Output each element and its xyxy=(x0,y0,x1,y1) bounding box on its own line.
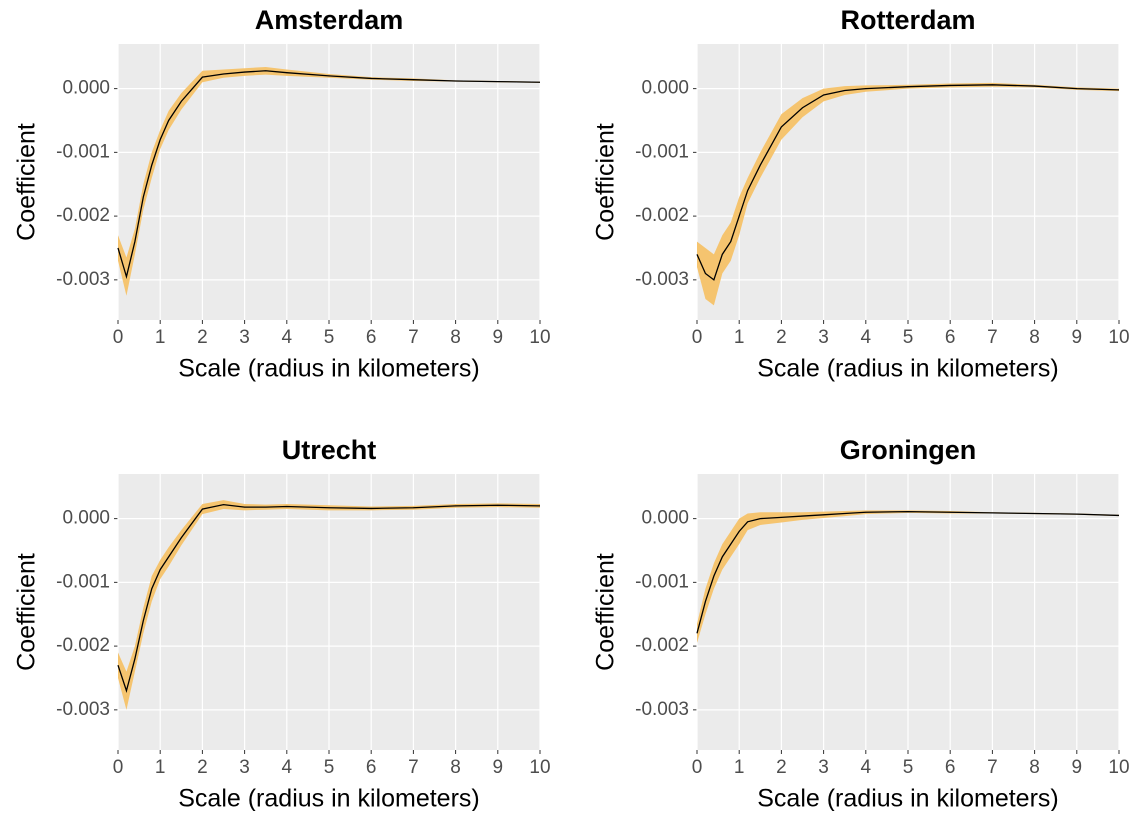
panel: Groningen 0.000 -0.001 -0.002 -0.003 0 1 2 3 4 5 6 7… xyxy=(592,435,1130,812)
y-tick-label: 0.000 xyxy=(62,78,110,99)
x-tick-label: 0 xyxy=(113,757,124,778)
line xyxy=(117,503,541,693)
x-tick-label: 6 xyxy=(366,757,377,778)
line xyxy=(696,84,1120,281)
x-tick-label: 9 xyxy=(1072,757,1083,778)
y-tick-label: -0.002 xyxy=(635,205,689,226)
panel: Amsterdam 0.000 -0.001 -0.002 -0.003 0 1 2 3 4 5 6 7… xyxy=(13,5,551,382)
x-tick-label: 10 xyxy=(529,757,550,778)
x-tick-label: 8 xyxy=(450,757,461,778)
x-tick-label: 5 xyxy=(324,327,335,348)
y-tick-label: -0.002 xyxy=(635,635,689,656)
x-tick-label: 3 xyxy=(239,757,250,778)
confidence-band xyxy=(697,510,1119,643)
x-tick-label: 10 xyxy=(529,327,550,348)
x-tick-label: 7 xyxy=(408,327,419,348)
x-axis-title: Scale (radius in kilometers) xyxy=(757,355,1059,383)
y-tick-label: -0.003 xyxy=(635,699,689,720)
x-tick-label: 10 xyxy=(1108,327,1129,348)
y-tick-label: -0.001 xyxy=(56,571,110,592)
x-tick-label: 7 xyxy=(987,757,998,778)
x-axis-title: Scale (radius in kilometers) xyxy=(757,785,1059,811)
x-tick-label: 10 xyxy=(1108,757,1129,778)
y-tick-label: -0.001 xyxy=(635,571,689,592)
chart-title: Groningen xyxy=(840,435,977,465)
x-tick-label: 9 xyxy=(493,757,504,778)
x-tick-label: 2 xyxy=(197,757,208,778)
x-tick-label: 2 xyxy=(197,327,208,348)
x-tick-label: 1 xyxy=(155,327,166,348)
x-tick-label: 3 xyxy=(239,327,250,348)
x-tick-label: 4 xyxy=(282,327,293,348)
x-tick-label: 8 xyxy=(450,327,461,348)
line xyxy=(117,70,541,280)
x-tick-label: 1 xyxy=(155,757,166,778)
x-tick-label: 2 xyxy=(776,757,787,778)
x-tick-label: 0 xyxy=(692,327,703,348)
y-axis-title: Coefficient xyxy=(13,553,41,671)
x-axis-title: Scale (radius in kilometers) xyxy=(178,785,480,811)
y-tick-label: 0.000 xyxy=(62,508,110,529)
chart-title: Rotterdam xyxy=(840,5,975,35)
y-tick-label: -0.003 xyxy=(56,699,110,720)
x-tick-label: 0 xyxy=(692,757,703,778)
x-tick-label: 6 xyxy=(945,757,956,778)
x-tick-label: 5 xyxy=(903,327,914,348)
x-tick-label: 8 xyxy=(1029,757,1040,778)
x-axis-title: Scale (radius in kilometers) xyxy=(178,355,480,383)
x-tick-label: 9 xyxy=(493,327,504,348)
y-axis-title: Coefficient xyxy=(13,123,41,241)
y-tick-label: -0.001 xyxy=(635,141,689,162)
x-tick-label: 9 xyxy=(1072,327,1083,348)
x-tick-label: 1 xyxy=(734,327,745,348)
chart-title: Utrecht xyxy=(282,435,377,465)
x-tick-label: 7 xyxy=(987,327,998,348)
x-tick-label: 4 xyxy=(861,327,872,348)
chart-title: Amsterdam xyxy=(255,5,404,35)
x-tick-label: 4 xyxy=(282,757,293,778)
y-tick-label: 0.000 xyxy=(641,78,689,99)
y-axis-title: Coefficient xyxy=(592,123,620,241)
x-tick-label: 0 xyxy=(113,327,124,348)
x-tick-label: 4 xyxy=(861,757,872,778)
panel: Utrecht 0.000 -0.001 -0.002 -0.003 0 1 2 3 4 5 6 7 8 9… xyxy=(13,435,551,812)
x-tick-label: 3 xyxy=(818,327,829,348)
y-tick-label: 0.000 xyxy=(641,508,689,529)
x-tick-label: 3 xyxy=(818,757,829,778)
y-axis-title: Coefficient xyxy=(592,553,620,671)
x-tick-label: 1 xyxy=(734,757,745,778)
y-tick-label: -0.002 xyxy=(56,635,110,656)
x-tick-label: 8 xyxy=(1029,327,1040,348)
x-tick-label: 7 xyxy=(408,757,419,778)
y-tick-label: -0.003 xyxy=(635,269,689,290)
y-tick-label: -0.002 xyxy=(56,205,110,226)
panel: Rotterdam 0.000 -0.001 -0.002 -0.003 0 1 2 3 4 5 6 7… xyxy=(592,5,1130,382)
y-tick-label: -0.001 xyxy=(56,141,110,162)
x-tick-label: 5 xyxy=(903,757,914,778)
x-tick-label: 6 xyxy=(945,327,956,348)
x-tick-label: 2 xyxy=(776,327,787,348)
x-tick-label: 5 xyxy=(324,757,335,778)
line xyxy=(696,510,1120,634)
x-tick-label: 6 xyxy=(366,327,377,348)
y-tick-label: -0.003 xyxy=(56,269,110,290)
